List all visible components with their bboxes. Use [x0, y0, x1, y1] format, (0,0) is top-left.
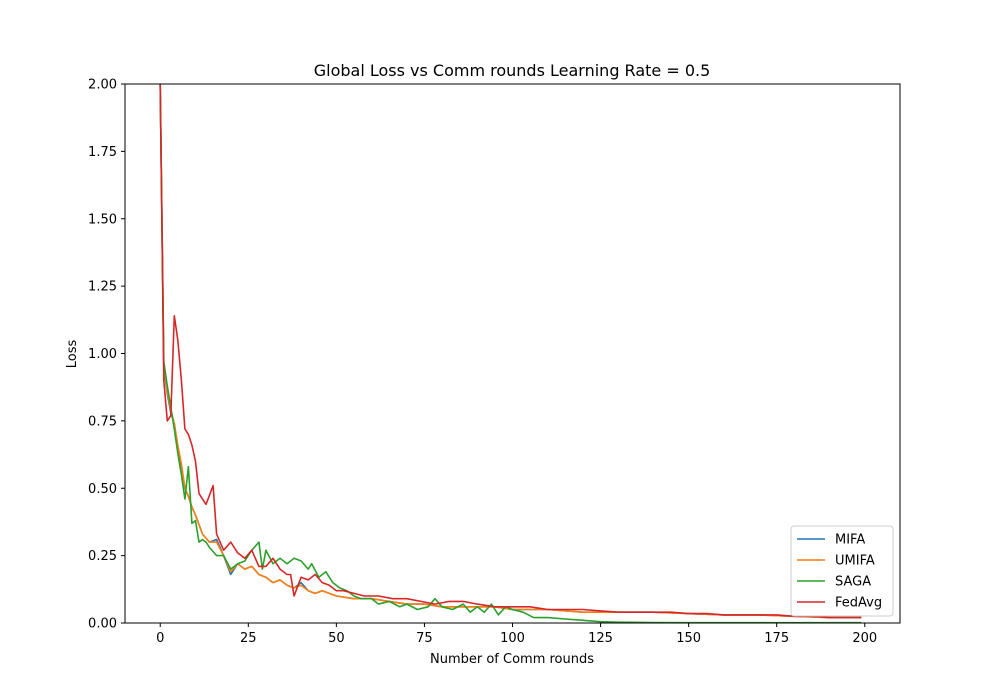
x-axis: 0 25 50 75 100 125 150 175 200	[156, 623, 877, 646]
x-tick-label: 75	[416, 631, 433, 646]
x-tick-label: 0	[156, 631, 164, 646]
y-tick-label: 1.50	[88, 212, 117, 227]
x-tick-label: 150	[676, 631, 701, 646]
legend-label: UMIFA	[835, 554, 875, 569]
y-tick-label: 0.25	[88, 549, 117, 564]
series-line-umifa	[159, 84, 862, 619]
legend-label: SAGA	[835, 575, 871, 590]
legend: MIFA UMIFA SAGA FedAvg	[790, 525, 894, 617]
y-axis-label: Loss	[65, 340, 80, 369]
y-axis: 0.00 0.25 0.50 0.75 1.00 1.25 1.50 1.75 2.00	[88, 78, 125, 632]
y-tick-label: 1.25	[88, 280, 117, 295]
x-tick-label: 175	[764, 631, 789, 646]
plot-area: 0 25 50 75 100 125 150 175 200 0.00 0.25 0.50 0.75 1…	[88, 78, 901, 646]
x-tick-label: 125	[588, 631, 613, 646]
x-tick-label: 25	[240, 631, 257, 646]
series-line-saga	[159, 84, 862, 623]
y-tick-label: 2.00	[88, 78, 117, 93]
y-tick-label: 0.75	[88, 414, 117, 429]
x-tick-label: 50	[328, 631, 345, 646]
y-tick-label: 0.50	[88, 482, 117, 497]
y-tick-label: 1.00	[88, 347, 117, 362]
legend-label: FedAvg	[835, 596, 882, 611]
series-group	[159, 84, 862, 623]
x-tick-label: 100	[500, 631, 525, 646]
y-tick-label: 0.00	[88, 617, 117, 632]
y-tick-label: 1.75	[88, 145, 117, 160]
chart-title: Global Loss vs Comm rounds Learning Rate…	[314, 61, 711, 80]
series-line-fedavg	[159, 84, 862, 619]
legend-label: MIFA	[835, 533, 865, 548]
x-axis-label: Number of Comm rounds	[430, 652, 594, 667]
x-tick-label: 200	[852, 631, 877, 646]
legend-box	[790, 525, 894, 617]
